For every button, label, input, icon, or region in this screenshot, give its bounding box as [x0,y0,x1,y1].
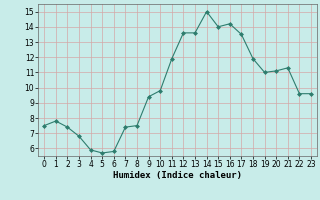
X-axis label: Humidex (Indice chaleur): Humidex (Indice chaleur) [113,171,242,180]
